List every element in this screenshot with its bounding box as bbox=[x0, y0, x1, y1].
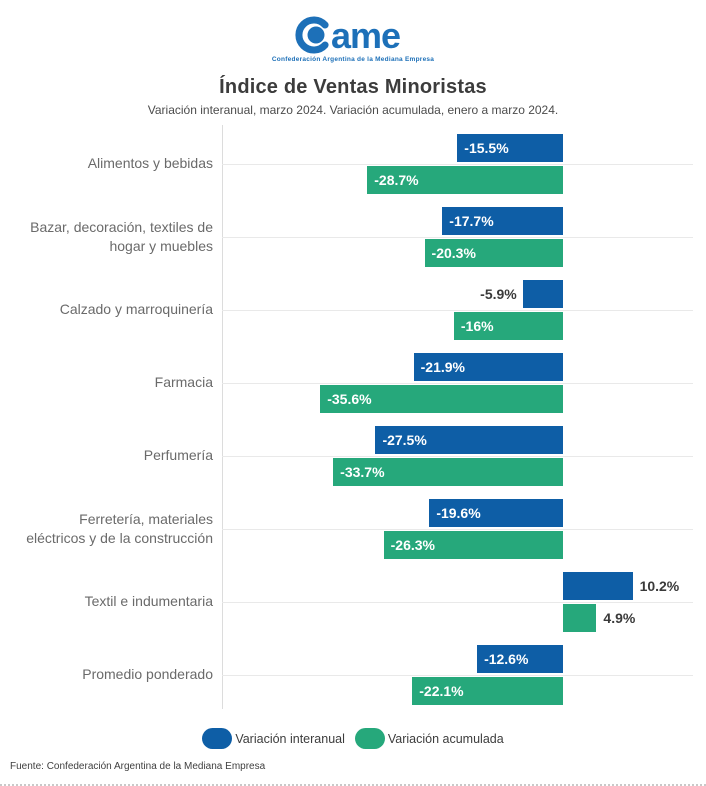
legend-label-interanual: Variación interanual bbox=[235, 731, 345, 746]
value-label: -16% bbox=[460, 318, 494, 334]
chart-row: Textil e indumentaria 10.2% 4.9% bbox=[0, 563, 706, 636]
legend: Variación interanual Variación acumulada bbox=[0, 728, 706, 749]
header: ame Confederación Argentina de la Median… bbox=[0, 0, 706, 117]
bar-variacion-acumulada: -33.7% bbox=[333, 458, 563, 486]
category-label: Bazar, decoración, textiles de hogar y m… bbox=[30, 219, 213, 254]
bar-variacion-acumulada: -35.6% bbox=[320, 385, 563, 413]
gridline bbox=[222, 602, 693, 603]
category-label: Alimentos y bebidas bbox=[87, 155, 213, 172]
row-plot-area: -19.6% -26.3% bbox=[222, 490, 693, 563]
value-label: -28.7% bbox=[374, 172, 419, 188]
gridline bbox=[222, 529, 693, 530]
value-label: -22.1% bbox=[419, 683, 464, 699]
gridline bbox=[222, 675, 693, 676]
row-plot-area: -15.5% -28.7% bbox=[222, 125, 693, 198]
page-title: Índice de Ventas Minoristas bbox=[219, 76, 487, 98]
category-label: Farmacia bbox=[154, 374, 213, 391]
source-note: Fuente: Confederación Argentina de la Me… bbox=[10, 761, 266, 772]
gridline bbox=[222, 456, 693, 457]
came-logo-icon: ame bbox=[295, 15, 401, 56]
category-label: Ferretería, materiales eléctricos y de l… bbox=[26, 511, 213, 546]
bar-variacion-interanual: 10.2% bbox=[563, 572, 679, 600]
bar-variacion-acumulada: -22.1% bbox=[412, 677, 563, 705]
legend-item-interanual: Variación interanual bbox=[202, 728, 345, 749]
bar-chart: Alimentos y bebidas -15.5% -28.7% Bazar, de… bbox=[0, 125, 706, 709]
bar-variacion-interanual: -17.7% bbox=[442, 207, 563, 235]
bar-variacion-acumulada: -16% bbox=[453, 312, 563, 340]
chart-row: Calzado y marroquinería -5.9% -16% bbox=[0, 271, 706, 344]
category-label: Calzado y marroquinería bbox=[59, 301, 213, 318]
bar-variacion-interanual: -5.9% bbox=[480, 280, 563, 308]
category-label: Textil e indumentaria bbox=[84, 593, 213, 610]
row-plot-area: -17.7% -20.3% bbox=[222, 198, 693, 271]
bar-variacion-interanual: -27.5% bbox=[375, 426, 563, 454]
gridline bbox=[222, 383, 693, 384]
legend-label-acumulada: Variación acumulada bbox=[387, 731, 504, 746]
gridline bbox=[222, 164, 693, 165]
bar-variacion-acumulada: -26.3% bbox=[383, 531, 563, 559]
category-label: Promedio ponderado bbox=[82, 666, 213, 683]
value-label: -5.9% bbox=[480, 286, 517, 302]
bar-variacion-interanual: -15.5% bbox=[457, 134, 563, 162]
row-plot-area: 10.2% 4.9% bbox=[222, 563, 693, 636]
row-plot-area: -5.9% -16% bbox=[222, 271, 693, 344]
value-label: -26.3% bbox=[390, 537, 435, 553]
value-label: -20.3% bbox=[431, 245, 476, 261]
chart-row: Perfumería -27.5% -33.7% bbox=[0, 417, 706, 490]
row-plot-area: -27.5% -33.7% bbox=[222, 417, 693, 490]
bar-variacion-acumulada: -20.3% bbox=[424, 239, 563, 267]
value-label: -19.6% bbox=[436, 505, 481, 521]
bar-variacion-interanual: -12.6% bbox=[477, 645, 563, 673]
page-subtitle: Variación interanual, marzo 2024. Variac… bbox=[147, 103, 559, 117]
bar-variacion-interanual: -19.6% bbox=[429, 499, 563, 527]
came-logo-text: ame bbox=[331, 15, 400, 56]
value-label: -35.6% bbox=[327, 391, 372, 407]
bar-variacion-interanual: -21.9% bbox=[413, 353, 563, 381]
gridline bbox=[222, 237, 693, 238]
chart-row: Farmacia -21.9% -35.6% bbox=[0, 344, 706, 417]
logo-tagline: Confederación Argentina de la Mediana Em… bbox=[271, 56, 435, 63]
legend-swatch-interanual bbox=[202, 728, 233, 749]
value-label: -33.7% bbox=[340, 464, 385, 480]
value-label: -17.7% bbox=[449, 213, 494, 229]
bar-variacion-acumulada: -28.7% bbox=[367, 166, 563, 194]
value-label: -27.5% bbox=[382, 432, 427, 448]
chart-row: Ferretería, materiales eléctricos y de l… bbox=[0, 490, 706, 563]
legend-swatch-acumulada bbox=[354, 728, 385, 749]
category-label: Perfumería bbox=[143, 447, 213, 464]
value-label: -12.6% bbox=[484, 651, 529, 667]
bar-variacion-acumulada: 4.9% bbox=[563, 604, 635, 632]
row-plot-area: -12.6% -22.1% bbox=[222, 636, 693, 709]
y-axis-line bbox=[222, 125, 223, 709]
value-label: -21.9% bbox=[420, 359, 465, 375]
value-label: 4.9% bbox=[603, 610, 636, 626]
gridline bbox=[222, 310, 693, 311]
value-label: 10.2% bbox=[639, 578, 680, 594]
row-plot-area: -21.9% -35.6% bbox=[222, 344, 693, 417]
legend-item-acumulada: Variación acumulada bbox=[354, 728, 504, 749]
came-logo: ame Confederación Argentina de la Median… bbox=[272, 10, 434, 64]
chart-row: Bazar, decoración, textiles de hogar y m… bbox=[0, 198, 706, 271]
chart-row: Promedio ponderado -12.6% -22.1% bbox=[0, 636, 706, 709]
chart-row: Alimentos y bebidas -15.5% -28.7% bbox=[0, 125, 706, 198]
value-label: -15.5% bbox=[464, 140, 509, 156]
